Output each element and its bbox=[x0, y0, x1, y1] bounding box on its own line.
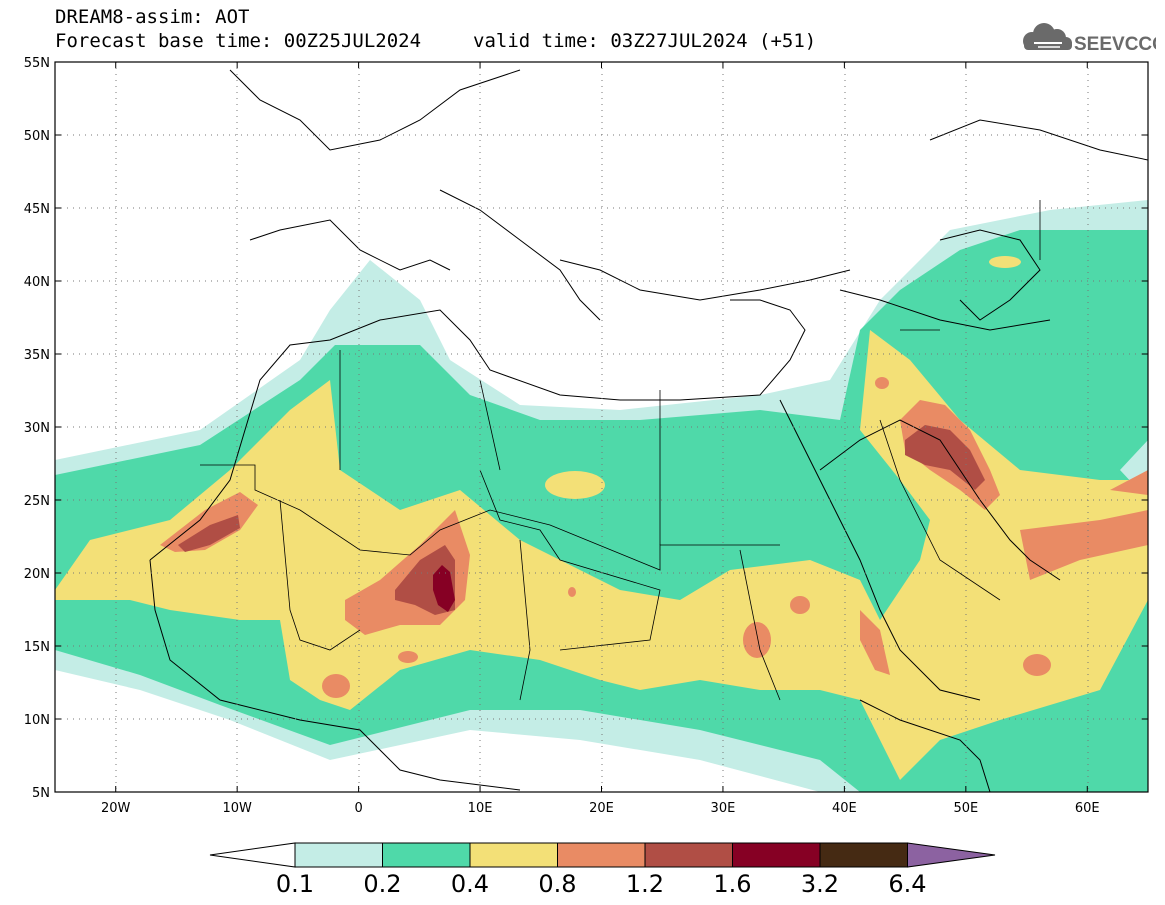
lon-label: 20W bbox=[101, 801, 131, 816]
lon-label: 60E bbox=[1075, 801, 1100, 816]
cloud-icon bbox=[1023, 23, 1072, 50]
lat-label: 50N bbox=[24, 129, 50, 144]
lon-label: 10W bbox=[222, 801, 252, 816]
lat-label: 25N bbox=[24, 494, 50, 509]
valid-time: valid time: 03Z27JUL2024 (+51) bbox=[473, 30, 817, 52]
colorbar-swatch bbox=[382, 842, 471, 868]
time-info: Forecast base time: 00Z25JUL2024 valid ti… bbox=[55, 30, 816, 52]
seevccc-logo: SEEVCCC bbox=[1016, 18, 1165, 58]
lat-label: 40N bbox=[24, 275, 50, 290]
colorbar-label: 3.2 bbox=[801, 870, 839, 898]
colorbar-label: 1.2 bbox=[626, 870, 664, 898]
lat-label: 45N bbox=[24, 202, 50, 217]
lon-label: 40E bbox=[832, 801, 857, 816]
lat-label: 30N bbox=[24, 421, 50, 436]
graticule bbox=[55, 62, 1148, 792]
colorbar-label: 6.4 bbox=[888, 870, 926, 898]
coastlines bbox=[149, 69, 1148, 792]
colorbar-swatch bbox=[819, 842, 908, 868]
colorbar-swatch bbox=[732, 842, 821, 868]
colorbar-label: 1.6 bbox=[713, 870, 751, 898]
colorbar-label: 0.1 bbox=[276, 870, 314, 898]
colorbar-label: 0.8 bbox=[538, 870, 576, 898]
lat-label: 35N bbox=[24, 348, 50, 363]
lat-label: 5N bbox=[32, 786, 50, 801]
latitude-axis: 55N 50N 45N 40N 35N 30N 25N 20N 15N 10N 5N bbox=[24, 56, 1148, 801]
logo-text: SEEVCCC bbox=[1074, 34, 1156, 55]
lat-label: 55N bbox=[24, 56, 50, 71]
lon-label: 10E bbox=[468, 801, 493, 816]
base-time: Forecast base time: 00Z25JUL2024 bbox=[55, 30, 422, 52]
colorbar-swatch bbox=[469, 842, 558, 868]
colorbar-over-arrow bbox=[907, 842, 996, 868]
colorbar-swatch bbox=[644, 842, 733, 868]
longitude-axis: 20W 10W 0 10E 20E 30E 40E 50E 60E bbox=[101, 62, 1100, 816]
lon-label: 50E bbox=[953, 801, 978, 816]
lat-label: 15N bbox=[24, 640, 50, 655]
lon-label: 30E bbox=[711, 801, 736, 816]
colorbar: 0.1 0.2 0.4 0.8 1.2 1.6 3.2 6.4 bbox=[209, 842, 996, 898]
aot-band-1.6 bbox=[433, 565, 455, 612]
colorbar-label: 0.2 bbox=[363, 870, 401, 898]
lon-label: 20E bbox=[589, 801, 614, 816]
colorbar-label: 0.4 bbox=[451, 870, 489, 898]
colorbar-under-arrow bbox=[209, 842, 296, 868]
country-borders bbox=[200, 200, 1041, 701]
colorbar-swatch bbox=[557, 842, 646, 868]
lon-label: 0 bbox=[354, 801, 362, 816]
lat-label: 20N bbox=[24, 567, 50, 582]
map-title: DREAM8-assim: AOT bbox=[55, 6, 250, 28]
lat-label: 10N bbox=[24, 713, 50, 728]
colorbar-swatch bbox=[294, 842, 383, 868]
